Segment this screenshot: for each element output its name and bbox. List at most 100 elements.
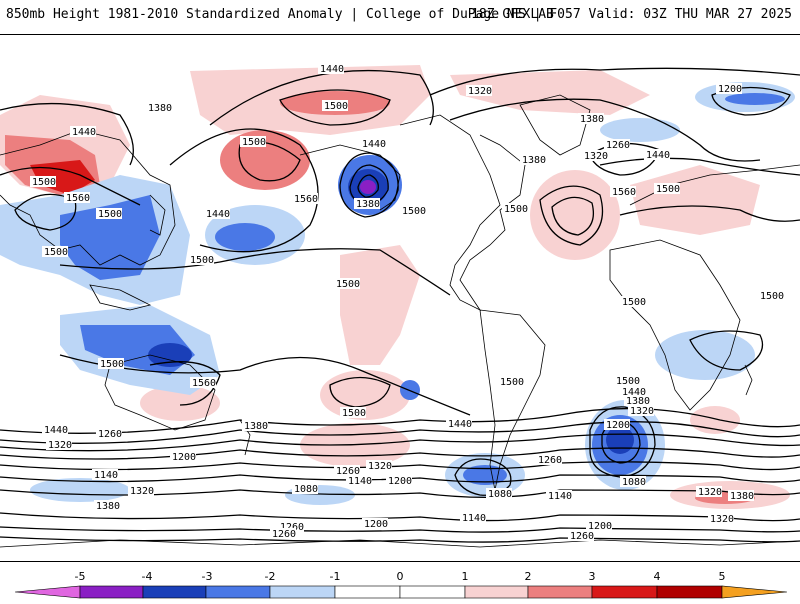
coastline-asia (0, 129, 176, 266)
contour-label: 1320 (466, 85, 492, 97)
contour-label: 1500 (42, 246, 68, 258)
contour-label: 1140 (460, 512, 486, 524)
svg-text:1440: 1440 (44, 425, 68, 436)
contour-1560-atlantic-high (551, 196, 595, 236)
svg-text:1500: 1500 (32, 177, 56, 188)
contour-label: 1440 (318, 63, 344, 75)
anomaly-neg-east-asia-core (60, 195, 160, 280)
contour-1440-europe (599, 157, 800, 176)
contour-1500-africa (689, 330, 764, 371)
svg-text:1500: 1500 (98, 209, 122, 220)
contour-1320-south (0, 433, 800, 452)
svg-text:1380: 1380 (244, 421, 268, 432)
coastline-madagascar (744, 364, 753, 396)
anomaly-map: 1440 1380 1500 1320 1200 1440 1500 1380 … (0, 63, 800, 548)
colorbar-block (464, 585, 529, 599)
colorbar-tick: -5 (75, 570, 86, 583)
contour-label: 1200 (604, 419, 630, 431)
contour-1440-pacific (169, 128, 319, 253)
contour-1440-north (209, 69, 434, 126)
anomaly-neg-arctic-east-core (725, 93, 785, 105)
contour-label: 1380 (578, 113, 604, 125)
svg-text:1080: 1080 (294, 484, 318, 495)
contour-label: 1500 (96, 208, 122, 220)
svg-text:1140: 1140 (462, 513, 486, 524)
contour-label: 1320 (628, 405, 654, 417)
colorbar-tick: -4 (142, 570, 153, 583)
svg-text:1380: 1380 (730, 491, 754, 502)
contour-label: 1200 (586, 520, 612, 532)
coastline-south-america (479, 309, 546, 491)
svg-text:1260: 1260 (272, 529, 296, 540)
svg-text:1080: 1080 (622, 477, 646, 488)
anomaly-neg-ne-pacific-core (215, 223, 275, 251)
anomaly-pos-atlantic (530, 170, 620, 260)
svg-text:1560: 1560 (612, 187, 636, 198)
contour-label: 1500 (334, 278, 360, 290)
svg-text:1320: 1320 (468, 86, 492, 97)
model-run-info: 18Z GFS | F057 Valid: 03Z THU MAR 27 202… (471, 7, 792, 22)
contour-south-atlantic-low-outer (589, 406, 656, 478)
contour-label: 1080 (620, 476, 646, 488)
colorbar-block (205, 585, 271, 599)
colorbar-block (334, 585, 401, 599)
svg-text:1560: 1560 (66, 193, 90, 204)
svg-text:1320: 1320 (710, 514, 734, 525)
svg-text:1200: 1200 (588, 521, 612, 532)
contour-label: 1260 (334, 465, 360, 477)
contour-label: 1440 (644, 149, 670, 161)
contour-label: 1200 (386, 475, 412, 487)
contour-1140-antarctic (0, 512, 800, 522)
contour-label: 1440 (360, 138, 386, 150)
svg-text:1380: 1380 (96, 501, 120, 512)
svg-text:1500: 1500 (616, 376, 640, 387)
svg-text:1320: 1320 (48, 440, 72, 451)
contour-1560-south (149, 361, 221, 406)
colorbar-arrow-left (14, 585, 81, 599)
colorbar-tick: -3 (202, 570, 213, 583)
svg-text:1440: 1440 (448, 419, 472, 430)
svg-text:1200: 1200 (606, 420, 630, 431)
contour-label: 1140 (346, 475, 372, 487)
colorbar-tick: 4 (654, 570, 661, 583)
svg-text:1500: 1500 (656, 184, 680, 195)
contour-1380-asia (0, 102, 134, 166)
colorbar-block (656, 585, 723, 599)
colorbar-blocks (14, 585, 788, 599)
colorbar-block (269, 585, 336, 599)
contour-label: 1200 (362, 518, 388, 530)
contour-label: 1440 (620, 386, 646, 398)
contour-1380-south (0, 421, 800, 444)
svg-text:1260: 1260 (280, 522, 304, 533)
colorbar-block (79, 585, 144, 599)
contour-1500-north-pacific (279, 89, 391, 126)
colorbar-block (591, 585, 658, 599)
svg-text:1380: 1380 (522, 155, 546, 166)
contour-label: 1260 (604, 139, 630, 151)
contour-label: 1500 (30, 176, 56, 188)
contour-label: 1200 (716, 83, 742, 95)
colorbar-tick: 1 (462, 570, 469, 583)
contour-label: 1380 (146, 102, 172, 114)
svg-text:1500: 1500 (44, 247, 68, 258)
coastline-australia (104, 354, 216, 431)
contour-1440-asia (0, 166, 141, 206)
map-panel: 1440 1380 1500 1320 1200 1440 1500 1380 … (0, 34, 800, 562)
svg-text:1380: 1380 (626, 396, 650, 407)
svg-text:1260: 1260 (606, 140, 630, 151)
svg-text:1260: 1260 (336, 466, 360, 477)
svg-text:1320: 1320 (584, 151, 608, 162)
svg-text:1500: 1500 (342, 408, 366, 419)
svg-text:1200: 1200 (718, 84, 742, 95)
anomaly-neg-alaska-low-max (360, 180, 376, 194)
svg-text:1500: 1500 (622, 297, 646, 308)
contour-label: 1320 (128, 485, 154, 497)
contour-label: 1560 (190, 377, 216, 389)
contour-1560-bering (238, 141, 301, 182)
svg-text:1260: 1260 (538, 455, 562, 466)
contour-label: 1140 (546, 490, 572, 502)
coastline-maritime (89, 284, 152, 311)
contour-1140-south (0, 474, 800, 483)
contour-1500-tropics (59, 354, 471, 416)
contour-label: 1440 (204, 208, 230, 220)
